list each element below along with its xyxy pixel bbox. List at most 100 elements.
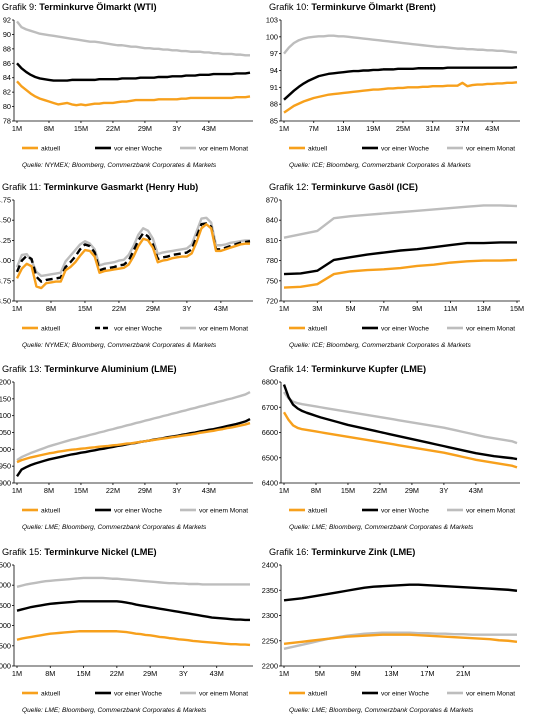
y-tick-label: 85 [270, 117, 278, 126]
legend: aktuell vor einer Woche vor einem Monat [22, 146, 248, 153]
x-tick-label: 1M [279, 124, 289, 133]
y-tick-label: 3.75 [0, 276, 11, 285]
y-tick-label: 1950 [0, 462, 11, 471]
y-tick-label: 720 [266, 297, 278, 306]
legend-label: vor einer Woche [114, 508, 162, 515]
y-tick-label: 15500 [0, 641, 11, 650]
legend-label: vor einem Monat [466, 146, 515, 153]
line-chart: 78 80 82 84 86 88 90 92 1M 8M 15M 22M 29M 3Y 43M aktuel… [3, 16, 253, 153]
chart-title: Grafik 13: Terminkurve Aluminium (LME) [2, 364, 177, 374]
x-tick-label: 29M [405, 486, 419, 495]
line-chart: 85 88 91 94 97 100 103 1M 7M 13M 19M 25M 31M 37M 43M ak… [266, 16, 520, 153]
legend-label: aktuell [41, 508, 61, 515]
x-tick-label: 8M [45, 669, 55, 678]
x-tick-label: 8M [44, 486, 54, 495]
y-tick-label: 103 [266, 16, 278, 25]
x-tick-label: 1M [279, 669, 289, 678]
y-tick-label: 6700 [262, 403, 278, 412]
x-tick-label: 37M [455, 124, 469, 133]
chart-panel: Grafik 12: Terminkurve Gasöl (ICE) 720 750… [266, 180, 534, 360]
series-line-aktuell [16, 421, 251, 464]
line-chart: 2200 2250 2300 2350 2400 1M 5M 9M 13M 17M 21M aktue… [262, 561, 520, 698]
y-tick-label: 100 [266, 32, 278, 41]
x-tick-label: 13M [477, 304, 491, 313]
y-tick-label: 88 [3, 44, 11, 53]
y-tick-label: 2300 [262, 611, 278, 620]
legend-label: vor einem Monat [199, 146, 248, 153]
source-note: Quelle: LME; Bloomberg, Commerzbank Corp… [289, 707, 474, 714]
series-line-vor-einer-woche [16, 62, 251, 82]
chart-panel: Grafik 13: Terminkurve Aluminium (LME) 19… [0, 362, 267, 542]
x-tick-label: 7M [379, 304, 389, 313]
x-tick-label: 15M [341, 486, 355, 495]
x-tick-label: 43M [485, 124, 499, 133]
chart-panel: Grafik 16: Terminkurve Zink (LME) 2200 225… [262, 545, 534, 725]
chart-number: Grafik 16: [269, 547, 309, 557]
series-line-vor-einer-woche [16, 600, 250, 622]
series-line-vor-einem-monat [16, 391, 251, 462]
y-tick-label: 4.50 [0, 216, 11, 225]
y-tick-label: 2200 [262, 662, 278, 671]
y-tick-label: 84 [3, 73, 11, 82]
legend-label: vor einer Woche [381, 691, 429, 698]
legend-label: vor einer Woche [114, 691, 162, 698]
y-tick-label: 2150 [0, 394, 11, 403]
source-note: Quelle: LME; Bloomberg, Commerzbank Corp… [289, 524, 474, 531]
series-line-vor-einer-woche [16, 417, 251, 477]
x-tick-label: 3M [312, 304, 322, 313]
legend-label: aktuell [308, 146, 328, 153]
x-tick-label: 17M [420, 669, 434, 678]
chart-number: Grafik 9: [2, 2, 37, 12]
chart-title-text: Terminkurve Gasmarkt (Henry Hub) [41, 182, 199, 192]
y-tick-label: 6600 [262, 428, 278, 437]
x-tick-label: 13M [336, 124, 350, 133]
x-tick-label: 1M [279, 486, 289, 495]
x-tick-label: 9M [351, 669, 361, 678]
x-tick-label: 13M [384, 669, 398, 678]
chart-title-text: Terminkurve Aluminium (LME) [41, 364, 177, 374]
legend: aktuell vor einer Woche vor einem Monat [22, 326, 248, 333]
chart-number: Grafik 14: [269, 364, 309, 374]
series-line-vor-einem-monat [16, 576, 250, 588]
x-tick-label: 1M [12, 124, 22, 133]
source-note: Quelle: ICE; Bloomberg, Commerzbank Corp… [289, 342, 471, 349]
chart-title-text: Terminkurve Ölmarkt (WTI) [36, 2, 157, 12]
x-tick-label: 22M [112, 304, 126, 313]
x-tick-label: 29M [138, 486, 152, 495]
legend-label: aktuell [41, 326, 61, 333]
x-tick-label: 29M [138, 124, 152, 133]
y-tick-label: 4.25 [0, 236, 11, 245]
series-line-vor-einer-woche [282, 384, 518, 461]
x-tick-label: 3Y [172, 124, 181, 133]
series-line-aktuell [283, 258, 518, 289]
series-line-aktuell [15, 223, 250, 290]
y-tick-label: 86 [3, 59, 11, 68]
x-tick-label: 15M [510, 304, 524, 313]
legend-label: vor einer Woche [381, 508, 429, 515]
y-tick-label: 16000 [0, 621, 11, 630]
y-tick-label: 870 [266, 196, 278, 205]
x-tick-label: 22M [106, 124, 120, 133]
x-tick-label: 1M [279, 304, 289, 313]
x-tick-label: 3Y [179, 669, 188, 678]
series-line-aktuell [283, 633, 518, 645]
y-tick-label: 1900 [0, 479, 11, 488]
chart-panel: Grafik 15: Terminkurve Nickel (LME) 15000… [0, 545, 267, 725]
y-tick-label: 6400 [262, 479, 278, 488]
chart-title: Grafik 10: Terminkurve Ölmarkt (Brent) [269, 2, 436, 12]
chart-title: Grafik 14: Terminkurve Kupfer (LME) [269, 364, 426, 374]
x-tick-label: 22M [110, 669, 124, 678]
x-tick-label: 43M [214, 304, 228, 313]
chart-number: Grafik 13: [2, 364, 42, 374]
chart-title: Grafik 15: Terminkurve Nickel (LME) [2, 547, 157, 557]
legend-label: vor einem Monat [199, 326, 248, 333]
y-tick-label: 82 [3, 88, 11, 97]
series-line-vor-einer-woche [283, 583, 518, 602]
series-line-vor-einer-woche [15, 222, 251, 283]
y-tick-label: 780 [266, 256, 278, 265]
y-tick-label: 810 [266, 236, 278, 245]
y-tick-label: 90 [3, 30, 11, 39]
legend-label: aktuell [308, 691, 328, 698]
chart-number: Grafik 12: [269, 182, 309, 192]
y-tick-label: 91 [270, 83, 278, 92]
